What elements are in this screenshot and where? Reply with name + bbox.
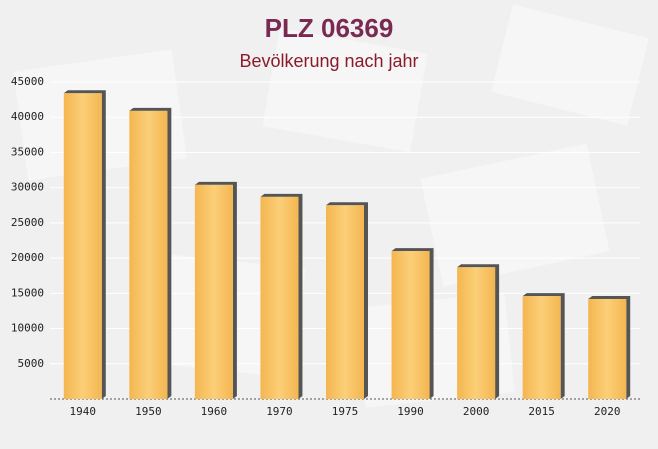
x-tick-label: 1940 — [70, 405, 97, 418]
bar — [588, 298, 627, 399]
bar — [522, 296, 561, 399]
y-tick-label: 30000 — [11, 181, 44, 194]
x-tick-label: 1990 — [397, 405, 424, 418]
x-tick-label: 2020 — [594, 405, 621, 418]
chart-title: PLZ 06369 — [265, 13, 394, 43]
x-tick-label: 1960 — [201, 405, 228, 418]
y-tick-label: 25000 — [11, 216, 44, 229]
bar — [326, 205, 364, 399]
bar — [391, 251, 430, 399]
bar — [194, 184, 233, 399]
bar — [63, 93, 102, 399]
y-tick-label: 40000 — [11, 110, 44, 123]
x-tick-label: 1975 — [332, 405, 359, 418]
bar — [260, 196, 299, 399]
y-tick-label: 35000 — [11, 145, 44, 158]
x-tick-label: 2000 — [463, 405, 490, 418]
y-tick-label: 45000 — [11, 75, 44, 88]
y-tick-label: 15000 — [11, 286, 44, 299]
bar — [129, 110, 168, 399]
y-tick-label: 5000 — [18, 357, 45, 370]
x-tick-label: 1950 — [135, 405, 162, 418]
x-tick-label: 2015 — [528, 405, 555, 418]
bar — [457, 267, 496, 399]
x-tick-label: 1970 — [266, 405, 293, 418]
y-tick-label: 10000 — [11, 322, 44, 335]
y-tick-label: 20000 — [11, 251, 44, 264]
chart-subtitle: Bevölkerung nach jahr — [239, 51, 418, 71]
